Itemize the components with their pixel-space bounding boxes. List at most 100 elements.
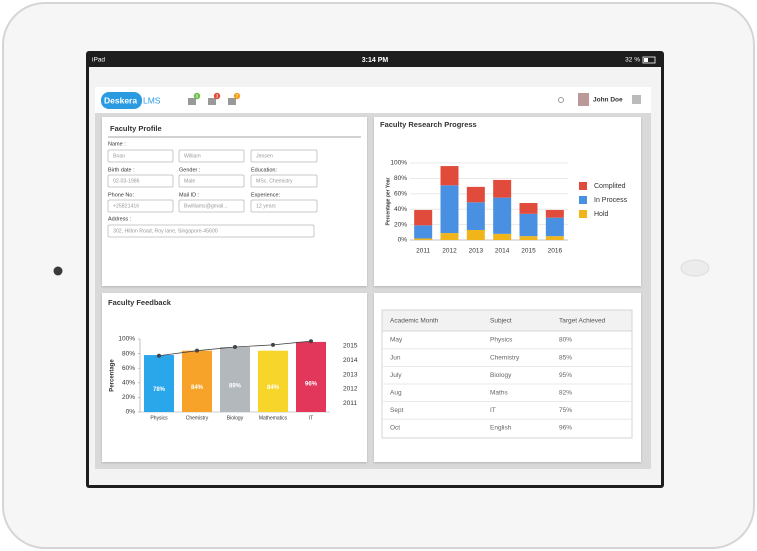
input-field[interactable] — [107, 199, 174, 213]
menu-icon[interactable] — [632, 95, 641, 104]
table-cell: Chemistry — [490, 354, 520, 361]
status-time: 3:14 PM — [362, 57, 389, 64]
year-label: 2013 — [343, 371, 358, 378]
bar — [220, 347, 250, 412]
search-icon[interactable] — [558, 97, 564, 103]
x-tick-label: Physics — [150, 415, 168, 421]
avatar[interactable] — [578, 93, 589, 106]
x-tick-label: IT — [309, 415, 313, 421]
input-field[interactable] — [107, 174, 174, 188]
bar-segment — [493, 179, 512, 198]
table-cell: Biology — [490, 372, 512, 379]
year-label: 2011 — [343, 400, 357, 407]
y-tick-label: 100% — [118, 336, 135, 343]
legend-label: Complited — [594, 183, 626, 190]
bar-segment — [440, 185, 459, 234]
status-battery: 32 % — [625, 57, 640, 64]
bar-segment — [466, 229, 485, 240]
y-tick-label: 80% — [122, 350, 135, 357]
field-label: Gender : — [179, 167, 201, 173]
input-field[interactable] — [178, 199, 245, 213]
input-value: Bwilliams@gmail... — [184, 204, 228, 210]
panel-title: Faculty Profile — [110, 124, 162, 133]
header-icon[interactable] — [188, 98, 196, 105]
field-label: Experience: — [251, 192, 281, 198]
bar — [296, 341, 326, 412]
input-field[interactable] — [107, 224, 315, 238]
table-cell: Physics — [490, 337, 513, 344]
bar-segment — [545, 217, 564, 237]
table-cell: 80% — [559, 337, 572, 344]
legend-swatch — [579, 210, 587, 218]
trend-point — [195, 348, 199, 353]
input-value: 12 years — [256, 204, 276, 210]
input-field[interactable] — [250, 174, 318, 188]
table-cell: 75% — [559, 407, 572, 414]
input-value: William — [184, 154, 201, 160]
field-label: Address : — [108, 216, 132, 222]
input-field[interactable] — [107, 149, 174, 163]
badge — [233, 92, 241, 100]
bar-segment — [440, 166, 459, 186]
bar — [182, 350, 212, 412]
legend-label: In Process — [594, 197, 628, 204]
y-axis-label: Percentage — [110, 359, 116, 392]
value-label: 78% — [153, 387, 166, 393]
input-field[interactable] — [250, 199, 318, 213]
y-tick-label: 20% — [122, 394, 135, 401]
user-name: John Doe — [593, 97, 623, 104]
table-cell: 96% — [559, 425, 572, 432]
bar-segment — [414, 238, 433, 240]
x-tick-label: 2011 — [416, 248, 430, 255]
header-icon[interactable] — [228, 98, 236, 105]
x-tick-label: 2015 — [521, 248, 536, 255]
field-label: Mail ID : — [179, 192, 200, 198]
home-button[interactable] — [680, 259, 710, 277]
input-value: Brian — [113, 154, 125, 160]
status-device: iPad — [92, 57, 105, 64]
trend-point — [271, 342, 275, 347]
input-field[interactable] — [250, 149, 318, 163]
input-field[interactable] — [178, 174, 245, 188]
table-cell: 95% — [559, 372, 572, 379]
year-label: 2015 — [343, 343, 358, 350]
y-tick-label: 80% — [394, 175, 407, 182]
battery-level — [644, 58, 648, 62]
table-header-cell: Academic Month — [390, 318, 439, 325]
legend-swatch — [579, 196, 587, 204]
input-value: MSc, Chemistry — [256, 179, 293, 185]
badge — [193, 92, 201, 100]
bar-segment — [493, 197, 512, 234]
table-cell: July — [390, 372, 402, 379]
y-tick-label: 40% — [122, 380, 135, 387]
input-value: Male — [184, 179, 195, 185]
x-tick-label: Mathematics — [259, 415, 288, 421]
table-cell: Sept — [390, 407, 404, 414]
table-cell: IT — [490, 407, 496, 414]
y-tick-label: 0% — [398, 237, 408, 244]
input-value: Jensen — [256, 154, 273, 160]
input-field[interactable] — [178, 149, 245, 163]
input-value: 02-03-1986 — [113, 179, 140, 185]
bar-segment — [545, 236, 564, 240]
bar-segment — [519, 203, 538, 214]
bar — [144, 355, 174, 412]
value-label: 84% — [191, 385, 204, 391]
legend-swatch — [579, 182, 587, 190]
table-cell: Jun — [390, 354, 401, 361]
chart-title: Faculty Feedback — [108, 298, 172, 307]
value-label: 84% — [267, 385, 280, 391]
y-tick-label: 20% — [394, 221, 407, 228]
y-tick-label: 60% — [394, 191, 407, 198]
table-header — [381, 309, 633, 332]
x-tick-label: Chemistry — [186, 415, 209, 421]
table-cell: Oct — [390, 425, 400, 432]
header-icon[interactable] — [208, 98, 216, 105]
x-tick-label: 2016 — [548, 248, 563, 255]
table-header-cell: Target Achieved — [559, 318, 606, 325]
table-cell: May — [390, 337, 403, 344]
trend-point — [157, 353, 161, 358]
year-label: 2012 — [343, 386, 358, 393]
table-header-cell: Subject — [490, 318, 512, 325]
trend-point — [309, 339, 313, 344]
